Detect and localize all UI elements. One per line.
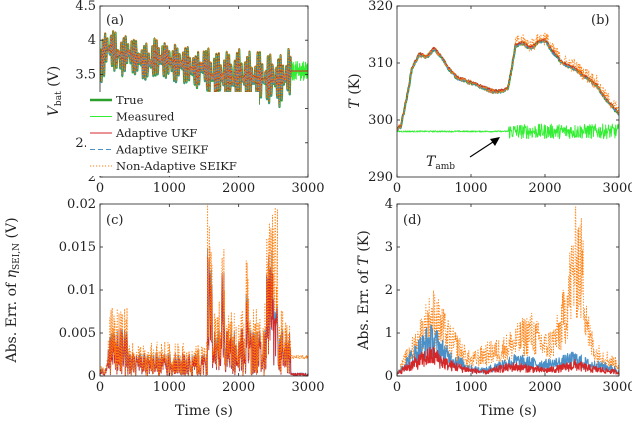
panel-a-ylabel-sub: bat [54, 91, 64, 106]
panel-c-ylabel-sub: SEI,N [12, 243, 22, 270]
series-non-adaptive-seikf [100, 29, 292, 107]
panel-c-xlabel: Time (s) [175, 403, 233, 419]
panel-c-series [100, 204, 308, 376]
panel-c-ylabel-main: η [4, 269, 20, 278]
y-tick-label: 0.01 [67, 283, 96, 298]
series-adaptive-ukf [100, 254, 308, 376]
y-tick-label: 1 [385, 326, 393, 341]
panel-d-series [397, 206, 619, 376]
y-tick-label: 2 [88, 170, 96, 185]
x-tick-label: 3000 [291, 380, 324, 395]
panel-b-label: (b) [591, 13, 609, 28]
legend-entry: True [116, 93, 144, 107]
y-tick-label: 4 [88, 33, 96, 48]
x-tick-label: 0 [393, 380, 401, 395]
x-tick-label: 1000 [454, 380, 487, 395]
y-tick-label: 320 [368, 0, 393, 14]
panel-b: 0 1000 2000 3000 290 300 310 320 (b) T (K) Tamb [347, 0, 632, 196]
x-tick-label: 1000 [153, 380, 186, 395]
x-tick-label: 0 [393, 181, 401, 196]
x-tick-label: 1000 [454, 181, 487, 196]
legend-entry: Adaptive UKF [115, 126, 197, 140]
y-tick-label: 300 [368, 113, 393, 128]
panel-c-ylabel-unit: (V) [4, 217, 20, 238]
panel-c-ylabel: Abs. Err. of ηSEI,N (V) [4, 217, 22, 363]
panel-a-frame [99, 5, 309, 178]
series-non-adaptive-temp [397, 31, 619, 132]
legend: True Measured Adaptive UKF Adaptive SEIKF No… [86, 92, 259, 176]
panel-c-ticks: 0 1000 2000 3000 0 0.005 0.01 0.015 0.02 [59, 197, 325, 395]
panel-b-ylabel: T (K) [347, 73, 363, 108]
panel-d-ylabel: Abs. Err. of T (K) [356, 230, 372, 350]
y-tick-label: 0 [88, 369, 96, 384]
y-tick-label: 4 [385, 197, 393, 212]
y-tick-label: 2 [385, 283, 393, 298]
y-tick-label: 4.5 [75, 0, 96, 14]
y-tick-label: 0.015 [59, 240, 96, 255]
x-tick-label: 2000 [222, 380, 255, 395]
x-tick-label: 1000 [153, 181, 186, 196]
panel-d-ticks: 0 1000 2000 3000 0 1 2 3 4 [385, 197, 632, 395]
legend-entry: Measured [116, 110, 175, 124]
x-tick-label: 2000 [528, 181, 561, 196]
panel-d-ylabel-main: T [356, 255, 372, 266]
series-t-amb [397, 123, 619, 140]
tamb-arrow-line [469, 139, 497, 158]
panel-d-ylabel-unit: (K) [356, 230, 372, 251]
panel-d-ylabel-text: Abs. Err. of [356, 266, 372, 351]
panel-a-ylabel: Vbat (V) [46, 66, 64, 116]
panel-a-label: (a) [106, 13, 124, 28]
x-tick-label: 0 [96, 181, 104, 196]
panel-a-ylabel-main: V [46, 104, 62, 116]
x-tick-label: 3000 [602, 181, 632, 196]
panel-b-ticks: 0 1000 2000 3000 290 300 310 320 [368, 0, 632, 196]
y-tick-label: 3 [385, 240, 393, 255]
x-tick-label: 0 [96, 380, 104, 395]
panel-c-label: (c) [106, 213, 123, 228]
panel-c: 0 1000 2000 3000 0 0.005 0.01 0.015 0.02 (c) Abs… [4, 197, 325, 419]
tamb-label: Tamb [426, 154, 455, 172]
series-non-adaptive-seikf [100, 204, 308, 376]
y-tick-label: 290 [368, 170, 393, 185]
x-tick-label: 2000 [528, 380, 561, 395]
x-tick-label: 3000 [602, 380, 632, 395]
panel-b-ylabel-unit: (K) [347, 73, 363, 94]
x-tick-label: 2000 [222, 181, 255, 196]
panel-c-ylabel-text: Abs. Err. of [4, 278, 20, 363]
y-tick-label: 0 [385, 369, 393, 384]
panel-d: 0 1000 2000 3000 0 1 2 3 4 (d) Abs. Err. of T (K… [356, 197, 632, 419]
panel-b-frame [396, 5, 620, 178]
legend-entry: Adaptive SEIKF [115, 143, 209, 157]
panel-d-xlabel: Time (s) [479, 403, 537, 419]
legend-entry: Non-Adaptive SEIKF [116, 159, 237, 173]
series-adaptive-ukf [397, 346, 619, 375]
y-tick-label: 310 [368, 56, 393, 71]
y-tick-label: 0.005 [59, 326, 96, 341]
panel-a-ylabel-unit: (V) [46, 66, 62, 87]
series-non-adaptive-seikf [397, 206, 619, 376]
tamb-annotation: Tamb [426, 137, 500, 172]
panel-b-ylabel-main: T [347, 98, 363, 109]
tamb-arrow-head [490, 137, 500, 146]
panel-d-label: (d) [403, 213, 421, 228]
x-tick-label: 3000 [291, 181, 324, 196]
y-tick-label: 3.5 [75, 67, 96, 82]
panel-b-series [397, 31, 619, 140]
y-tick-label: 0.02 [67, 197, 96, 212]
